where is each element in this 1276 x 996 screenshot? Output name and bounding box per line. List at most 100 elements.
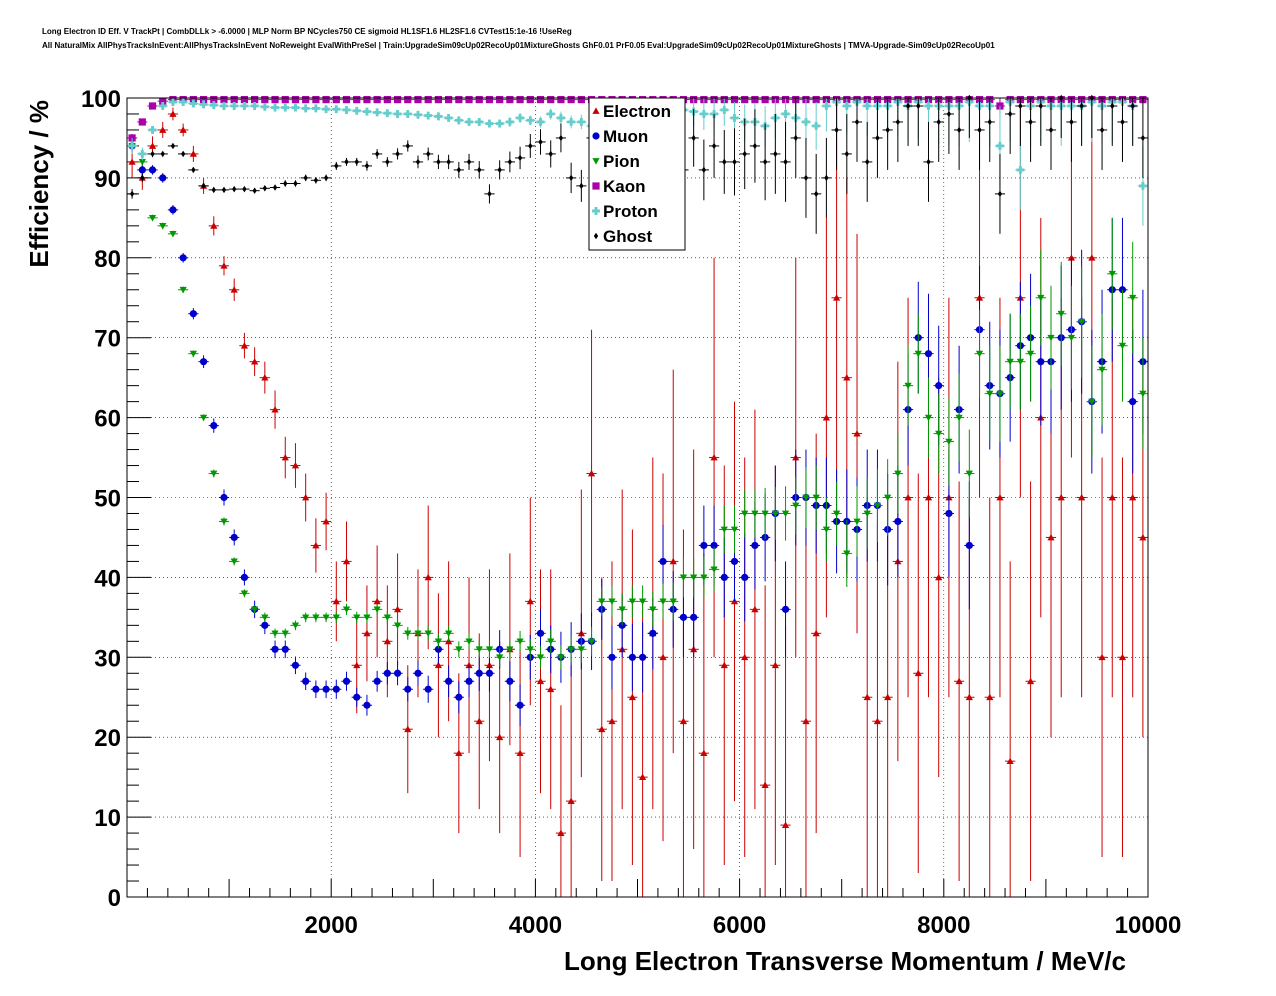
ghost-point bbox=[538, 138, 543, 146]
electron-point bbox=[843, 374, 851, 381]
legend-pion-marker bbox=[592, 158, 600, 165]
muon-point bbox=[363, 701, 371, 709]
kaon-point bbox=[312, 95, 320, 104]
pion-point bbox=[598, 598, 606, 605]
pion-point bbox=[251, 606, 259, 613]
electron-point bbox=[240, 342, 249, 349]
pion-point bbox=[393, 622, 402, 629]
ghost-point bbox=[242, 185, 247, 193]
electron-point bbox=[587, 469, 596, 477]
proton-point bbox=[495, 119, 504, 128]
muon-point bbox=[741, 573, 749, 582]
pion-point bbox=[312, 614, 320, 621]
muon-point bbox=[690, 613, 698, 621]
kaon-point bbox=[536, 95, 545, 104]
x-tick-label: 4000 bbox=[509, 912, 562, 939]
ghost-point bbox=[885, 126, 890, 134]
muon-point bbox=[169, 206, 177, 214]
y-tick-label: 90 bbox=[94, 166, 121, 193]
electron-point bbox=[741, 653, 749, 661]
kaon-point bbox=[812, 95, 820, 104]
kaon-point bbox=[424, 95, 432, 104]
proton-point bbox=[424, 111, 433, 120]
electron-point bbox=[679, 717, 688, 725]
electron-point bbox=[659, 653, 667, 661]
ghost-point bbox=[1028, 118, 1033, 126]
muon-point bbox=[751, 541, 759, 550]
kaon-point bbox=[577, 95, 585, 104]
kaon-point bbox=[322, 95, 330, 104]
electron-point bbox=[383, 637, 391, 645]
muon-point bbox=[434, 645, 443, 653]
muon-point bbox=[189, 310, 197, 318]
electron-point bbox=[1108, 493, 1116, 501]
x-tick-label: 8000 bbox=[917, 912, 970, 939]
pion-point bbox=[516, 638, 524, 645]
pion-point bbox=[884, 494, 892, 502]
electron-point bbox=[536, 677, 545, 685]
pion-point bbox=[843, 550, 851, 558]
pion-point bbox=[1026, 350, 1035, 358]
electron-point bbox=[363, 629, 371, 637]
electron-point bbox=[516, 749, 524, 757]
ghost-point bbox=[221, 186, 227, 194]
ghost-point bbox=[293, 180, 298, 187]
y-tick-label: 60 bbox=[94, 406, 121, 433]
proton-point bbox=[567, 118, 576, 126]
pion-point bbox=[526, 646, 534, 653]
proton-point bbox=[342, 106, 351, 114]
kaon-point bbox=[251, 95, 259, 104]
ghost-point bbox=[395, 150, 400, 158]
ghost-point bbox=[895, 118, 901, 126]
pion-point bbox=[148, 214, 157, 222]
ghost-point bbox=[1018, 102, 1023, 110]
proton-point bbox=[148, 126, 157, 134]
pion-point bbox=[475, 646, 483, 653]
proton-point bbox=[730, 114, 739, 122]
pion-point bbox=[220, 518, 228, 526]
electron-point bbox=[261, 374, 269, 381]
muon-point bbox=[373, 677, 381, 685]
electron-point bbox=[996, 493, 1004, 501]
muon-point bbox=[291, 661, 300, 669]
proton-point bbox=[158, 102, 167, 110]
pion-point bbox=[761, 510, 769, 518]
legend: Electron Muon Pion Kaon Proton Ghost bbox=[588, 97, 686, 251]
electron-point bbox=[547, 685, 555, 693]
ghost-point bbox=[875, 134, 880, 142]
proton-point bbox=[842, 102, 851, 110]
pion-point bbox=[863, 510, 871, 518]
pion-point bbox=[935, 430, 943, 438]
ghost-point bbox=[548, 150, 553, 158]
y-tick-label: 100 bbox=[81, 86, 121, 113]
pion-point bbox=[659, 598, 667, 605]
proton-point bbox=[444, 114, 453, 122]
kaon-point bbox=[485, 95, 494, 104]
pion-point bbox=[496, 654, 504, 661]
muon-point bbox=[159, 174, 167, 182]
muon-point bbox=[475, 669, 483, 677]
electron-point bbox=[781, 821, 790, 828]
kaon-point bbox=[445, 95, 453, 104]
pion-point bbox=[1129, 294, 1137, 302]
electron-point bbox=[567, 797, 575, 804]
ghost-point bbox=[1079, 102, 1084, 110]
pion-point bbox=[465, 638, 473, 645]
ghost-point bbox=[201, 182, 206, 190]
electron-point bbox=[210, 222, 218, 229]
electron-point bbox=[220, 262, 228, 269]
pion-point bbox=[414, 630, 422, 637]
legend-proton-label: Proton bbox=[603, 202, 658, 221]
proton-point bbox=[505, 118, 514, 126]
electron-point bbox=[128, 158, 136, 165]
proton-point bbox=[802, 118, 810, 126]
x-tick-label: 6000 bbox=[713, 912, 766, 939]
pion-point bbox=[567, 646, 575, 653]
x-tick-label: 10000 bbox=[1115, 912, 1182, 939]
proton-point bbox=[291, 103, 300, 112]
legend-electron-label: Electron bbox=[603, 102, 671, 121]
pion-point bbox=[1088, 398, 1096, 406]
electron-point bbox=[342, 557, 351, 565]
pion-point bbox=[577, 646, 585, 653]
pion-point bbox=[557, 654, 565, 661]
